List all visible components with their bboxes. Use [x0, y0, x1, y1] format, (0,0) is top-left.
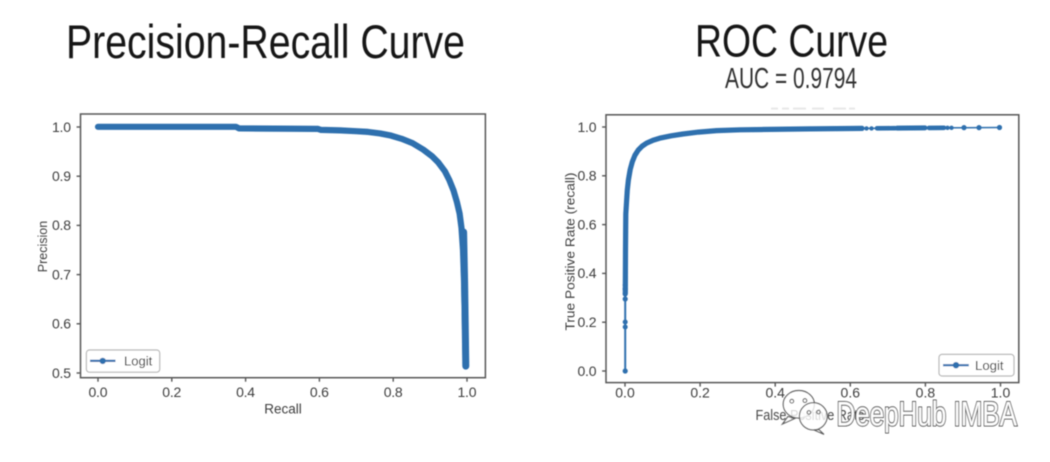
svg-text:0.7: 0.7 [52, 266, 71, 282]
svg-text:DeepHub IMBA: DeepHub IMBA [837, 396, 1018, 434]
svg-text:0.2: 0.2 [690, 385, 710, 401]
svg-text:0.4: 0.4 [765, 385, 785, 401]
svg-text:0.6: 0.6 [578, 216, 597, 232]
svg-text:0.8: 0.8 [384, 384, 403, 400]
svg-text:0.6: 0.6 [52, 316, 71, 332]
svg-text:0.8: 0.8 [578, 168, 597, 184]
svg-text:Logit: Logit [975, 358, 1004, 373]
svg-text:0.0: 0.0 [615, 385, 635, 401]
svg-text:0.9: 0.9 [52, 168, 71, 184]
svg-text:0.6: 0.6 [310, 384, 329, 400]
svg-text:0.5: 0.5 [52, 365, 71, 381]
svg-text:0.8: 0.8 [52, 217, 71, 233]
svg-text:0.0: 0.0 [578, 363, 597, 379]
svg-text:0.6: 0.6 [841, 385, 861, 401]
svg-text:Precision: Precision [36, 221, 50, 272]
svg-text:0.2: 0.2 [578, 314, 597, 330]
svg-text:0.4: 0.4 [236, 384, 255, 400]
svg-text:1.0: 1.0 [458, 384, 477, 400]
svg-text:1.0: 1.0 [991, 385, 1011, 401]
svg-text:0.8: 0.8 [916, 385, 936, 401]
svg-text:Recall: Recall [264, 402, 302, 417]
svg-text:1.0: 1.0 [52, 119, 71, 135]
svg-text:ROC Curve: ROC Curve [695, 16, 888, 67]
svg-text:0.2: 0.2 [162, 384, 181, 400]
svg-text:Precision-Recall Curve: Precision-Recall Curve [66, 15, 465, 68]
svg-text:Logit: Logit [124, 354, 153, 369]
svg-text:AUC = 0.9794: AUC = 0.9794 [725, 63, 857, 95]
svg-text:0.4: 0.4 [578, 265, 597, 281]
svg-text:0.0: 0.0 [89, 384, 108, 400]
svg-text:1.0: 1.0 [578, 119, 597, 135]
svg-text:True Positive Rate (recall): True Positive Rate (recall) [563, 173, 578, 331]
